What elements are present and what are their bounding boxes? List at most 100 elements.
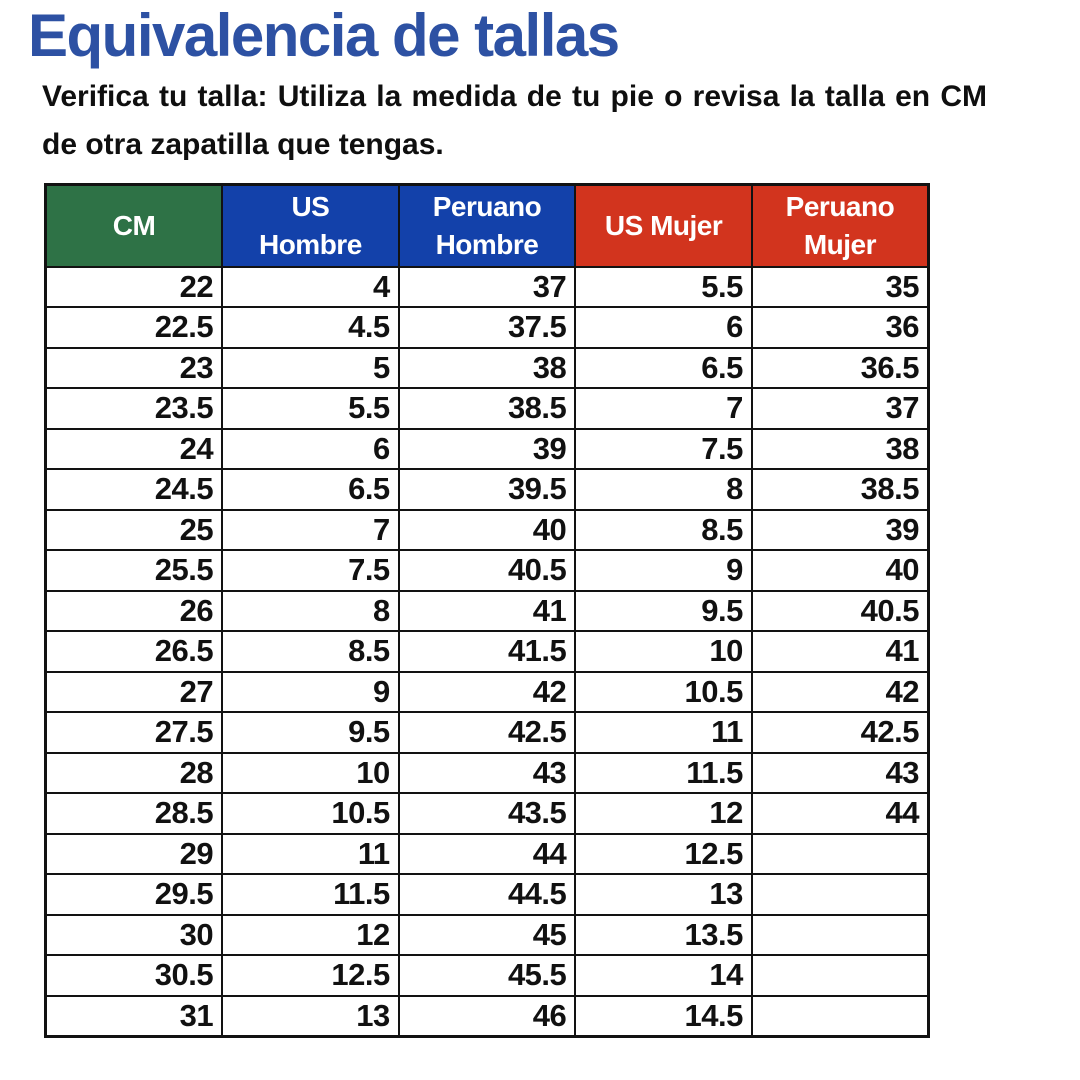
table-cell-us-mujer: 9.5 (574, 589, 753, 632)
page-subtitle: Verifica tu talla: Utiliza la medida de … (42, 80, 987, 161)
table-cell-us-hombre: 4 (221, 265, 400, 308)
table-cell-peruano-hombre: 40.5 (397, 549, 577, 592)
table-cell-peruano-hombre: 40 (397, 508, 577, 551)
table-row: 25.5 7.5 40.5 9 40 (44, 549, 930, 592)
table-cell-us-hombre: 6.5 (221, 468, 400, 511)
table-cell-peruano-hombre: 39.5 (397, 468, 577, 511)
page-title: Equivalencia de tallas (28, 2, 620, 69)
table-cell-us-hombre: 5.5 (221, 387, 400, 430)
table-cell-us-mujer: 12.5 (574, 832, 753, 875)
table-cell-us-mujer: 5.5 (574, 265, 753, 308)
table-row: 28 10 43 11.5 43 (44, 751, 930, 794)
table-row: 27 9 42 10.5 42 (44, 670, 930, 713)
table-row: 23 5 38 6.5 36.5 (44, 346, 930, 389)
table-row: 23.5 5.5 38.5 7 37 (44, 387, 930, 430)
size-table-body: 22 4 37 5.5 35 22.5 4.5 37.5 6 36 23 5 38 6.5 36.5 23.5… (44, 265, 930, 1037)
table-cell-peruano-mujer: 39 (750, 508, 930, 551)
table-cell-cm: 26.5 (44, 630, 224, 673)
table-cell-us-mujer: 10.5 (574, 670, 753, 713)
table-cell-us-hombre: 13 (221, 994, 400, 1037)
table-cell-us-hombre: 11 (221, 832, 400, 875)
table-cell-us-mujer: 13 (574, 873, 753, 916)
table-cell-peruano-hombre: 42 (397, 670, 577, 713)
column-header-peruano-hombre: Peruano Hombre (397, 183, 577, 268)
column-header-peruano-mujer: Peruano Mujer (750, 183, 930, 268)
table-cell-peruano-mujer: 42 (750, 670, 930, 713)
table-cell-peruano-mujer: 36 (750, 306, 930, 349)
table-cell-cm: 28 (44, 751, 224, 794)
table-cell-us-hombre: 12 (221, 913, 400, 956)
table-cell-us-hombre: 12.5 (221, 954, 400, 997)
table-row: 26.5 8.5 41.5 10 41 (44, 630, 930, 673)
table-cell-us-hombre: 9.5 (221, 711, 400, 754)
table-cell-us-mujer: 8 (574, 468, 753, 511)
table-cell-peruano-mujer (750, 994, 930, 1037)
table-cell-peruano-mujer: 41 (750, 630, 930, 673)
size-guide-page: Equivalencia de tallas Verifica tu talla… (0, 4, 1080, 1080)
table-cell-peruano-hombre: 45 (397, 913, 577, 956)
table-cell-us-mujer: 14 (574, 954, 753, 997)
table-cell-cm: 24 (44, 427, 224, 470)
table-cell-cm: 22.5 (44, 306, 224, 349)
table-cell-peruano-mujer: 38.5 (750, 468, 930, 511)
table-cell-cm: 30.5 (44, 954, 224, 997)
table-row: 26 8 41 9.5 40.5 (44, 589, 930, 632)
table-cell-us-mujer: 11 (574, 711, 753, 754)
table-row: 22 4 37 5.5 35 (44, 265, 930, 308)
table-cell-us-mujer: 10 (574, 630, 753, 673)
table-cell-cm: 24.5 (44, 468, 224, 511)
table-cell-us-mujer: 14.5 (574, 994, 753, 1037)
table-cell-peruano-mujer (750, 873, 930, 916)
table-cell-peruano-hombre: 41.5 (397, 630, 577, 673)
table-row: 29 11 44 12.5 (44, 832, 930, 875)
table-row: 27.5 9.5 42.5 11 42.5 (44, 711, 930, 754)
table-cell-peruano-hombre: 44.5 (397, 873, 577, 916)
table-cell-us-hombre: 10.5 (221, 792, 400, 835)
table-cell-peruano-hombre: 42.5 (397, 711, 577, 754)
table-row: 30.5 12.5 45.5 14 (44, 954, 930, 997)
table-cell-peruano-mujer (750, 832, 930, 875)
table-cell-cm: 23.5 (44, 387, 224, 430)
table-cell-peruano-mujer: 42.5 (750, 711, 930, 754)
table-cell-peruano-hombre: 38.5 (397, 387, 577, 430)
table-cell-cm: 27 (44, 670, 224, 713)
table-cell-us-hombre: 8 (221, 589, 400, 632)
table-cell-peruano-mujer: 44 (750, 792, 930, 835)
table-cell-us-hombre: 10 (221, 751, 400, 794)
table-row: 22.5 4.5 37.5 6 36 (44, 306, 930, 349)
table-cell-peruano-mujer: 38 (750, 427, 930, 470)
table-cell-cm: 25.5 (44, 549, 224, 592)
table-cell-peruano-mujer: 36.5 (750, 346, 930, 389)
table-cell-us-hombre: 7 (221, 508, 400, 551)
table-row: 28.5 10.5 43.5 12 44 (44, 792, 930, 835)
table-cell-us-mujer: 6 (574, 306, 753, 349)
table-cell-us-mujer: 6.5 (574, 346, 753, 389)
table-cell-peruano-hombre: 44 (397, 832, 577, 875)
table-cell-us-mujer: 8.5 (574, 508, 753, 551)
table-cell-peruano-hombre: 46 (397, 994, 577, 1037)
column-header-us-mujer: US Mujer (574, 183, 753, 268)
table-cell-peruano-mujer: 40 (750, 549, 930, 592)
table-cell-us-mujer: 11.5 (574, 751, 753, 794)
table-cell-peruano-hombre: 37 (397, 265, 577, 308)
table-cell-peruano-mujer: 35 (750, 265, 930, 308)
table-cell-peruano-hombre: 43 (397, 751, 577, 794)
table-cell-peruano-mujer (750, 913, 930, 956)
table-cell-us-hombre: 11.5 (221, 873, 400, 916)
table-cell-peruano-mujer: 37 (750, 387, 930, 430)
table-cell-cm: 28.5 (44, 792, 224, 835)
size-equivalence-table: CM US Hombre Peruano Hombre US Mujer Peruano… (44, 183, 930, 1038)
table-cell-peruano-hombre: 39 (397, 427, 577, 470)
table-cell-cm: 25 (44, 508, 224, 551)
table-cell-cm: 22 (44, 265, 224, 308)
table-cell-peruano-hombre: 41 (397, 589, 577, 632)
table-cell-us-mujer: 7 (574, 387, 753, 430)
table-cell-cm: 23 (44, 346, 224, 389)
table-cell-cm: 26 (44, 589, 224, 632)
table-cell-peruano-hombre: 43.5 (397, 792, 577, 835)
table-cell-us-hombre: 9 (221, 670, 400, 713)
table-cell-peruano-hombre: 45.5 (397, 954, 577, 997)
table-cell-us-hombre: 5 (221, 346, 400, 389)
header-row: CM US Hombre Peruano Hombre US Mujer Peruano… (44, 183, 930, 268)
table-cell-us-mujer: 7.5 (574, 427, 753, 470)
